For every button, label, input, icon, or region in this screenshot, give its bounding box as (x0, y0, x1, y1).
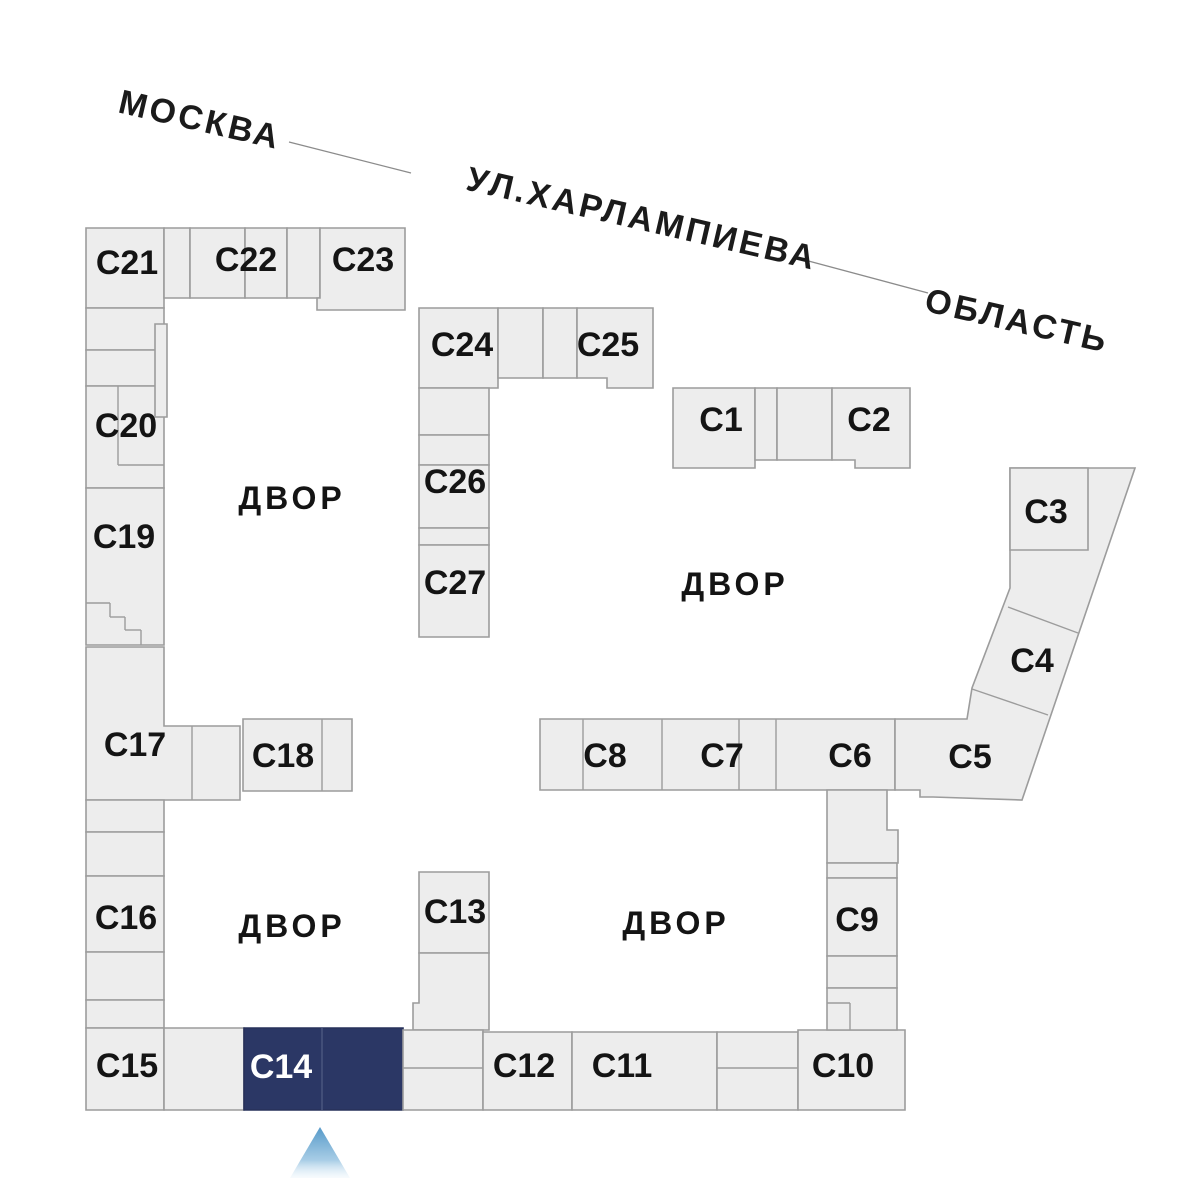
building-c3[interactable] (1009, 467, 1089, 551)
courtyard-label-2: ДВОР (681, 566, 788, 602)
building-c10[interactable] (797, 1029, 906, 1111)
building-c27[interactable] (418, 544, 490, 638)
selected-building-marker-icon (290, 1127, 350, 1178)
building-c24[interactable] (418, 307, 499, 389)
building-c11-east[interactable] (716, 1031, 799, 1111)
building-c22-c23-link[interactable] (286, 227, 321, 299)
street-label-область: ОБЛАСТЬ (921, 281, 1112, 360)
building-c21-south-1[interactable] (85, 307, 165, 351)
building-c20-inner-strip[interactable] (154, 323, 168, 418)
courtyard-label-3: ДВОР (238, 908, 345, 944)
building-c17-south-2[interactable] (85, 831, 165, 877)
building-c13-top[interactable] (418, 871, 490, 954)
building-c16-south-1[interactable] (85, 951, 165, 1001)
building-c17-south-1[interactable] (85, 799, 165, 833)
building-c5-band[interactable] (894, 467, 1137, 801)
building-c9-south-1[interactable] (826, 955, 898, 989)
building-c15[interactable] (85, 1027, 165, 1111)
building-c15-east[interactable] (163, 1027, 245, 1111)
building-divider-line (1007, 606, 1079, 634)
building-c13-base[interactable] (402, 1029, 484, 1111)
street-divider-line-1 (288, 141, 412, 174)
building-c1-c2-link-1[interactable] (754, 387, 778, 461)
street-label-ул-харлампиева: УЛ.ХАРЛАМПИЕВА (463, 160, 821, 278)
building-c26-north-2[interactable] (418, 434, 490, 466)
building-c21-c22-link[interactable] (163, 227, 191, 299)
building-c12[interactable] (482, 1031, 573, 1111)
courtyard-label-4: ДВОР (622, 905, 729, 941)
building-c1[interactable] (672, 387, 756, 469)
building-c1-c2-link-2[interactable] (776, 387, 833, 461)
building-c26[interactable] (418, 464, 490, 529)
building-c8-c7-c6-row[interactable] (539, 718, 896, 791)
building-c9-north[interactable] (826, 862, 898, 879)
building-c24-c25-link-2[interactable] (542, 307, 578, 379)
building-c2[interactable] (831, 387, 911, 469)
street-label-москва: МОСКВА (115, 83, 285, 157)
building-c22-west[interactable] (189, 227, 246, 299)
building-c20[interactable] (85, 385, 165, 489)
building-c23[interactable] (316, 227, 406, 311)
building-c17[interactable] (85, 646, 241, 801)
building-c19[interactable] (85, 487, 165, 646)
building-c21-south-2[interactable] (85, 349, 165, 387)
building-c24-c25-link-1[interactable] (497, 307, 544, 379)
building-c6-south[interactable] (826, 789, 899, 864)
building-c14[interactable] (243, 1027, 404, 1111)
building-c9-south-2[interactable] (826, 987, 898, 1031)
building-c21[interactable] (85, 227, 165, 309)
building-c16-south-2[interactable] (85, 999, 165, 1029)
building-c26-north-1[interactable] (418, 387, 490, 436)
building-c26-south[interactable] (418, 527, 490, 546)
building-c16[interactable] (85, 875, 165, 953)
building-c11[interactable] (571, 1031, 718, 1111)
building-c22-east[interactable] (244, 227, 288, 299)
building-c18[interactable] (242, 718, 353, 792)
street-divider-line-2 (800, 258, 929, 294)
building-c13-south[interactable] (412, 952, 490, 1031)
building-c25[interactable] (576, 307, 654, 389)
courtyard-label-1: ДВОР (238, 480, 345, 516)
building-c9[interactable] (826, 877, 898, 957)
building-divider-line (971, 688, 1049, 716)
